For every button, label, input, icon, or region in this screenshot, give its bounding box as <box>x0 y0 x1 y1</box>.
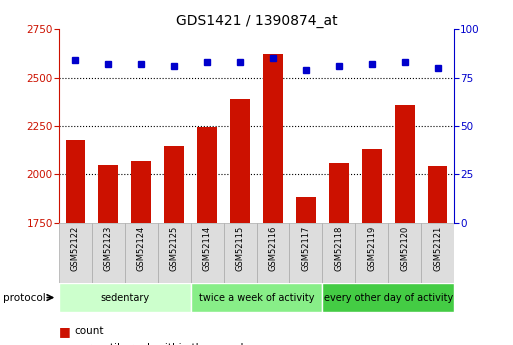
Text: GSM52117: GSM52117 <box>301 226 310 271</box>
Bar <box>224 223 256 283</box>
Bar <box>197 127 217 223</box>
Bar <box>322 283 454 312</box>
Text: GSM52118: GSM52118 <box>334 226 343 271</box>
Bar <box>125 223 158 283</box>
Text: GSM52123: GSM52123 <box>104 226 113 271</box>
Text: GSM52115: GSM52115 <box>235 226 245 271</box>
Bar <box>66 140 85 223</box>
Text: ■: ■ <box>59 325 71 338</box>
Text: sedentary: sedentary <box>100 293 149 303</box>
Bar <box>362 149 382 223</box>
Text: GSM52120: GSM52120 <box>400 226 409 271</box>
Bar <box>191 283 322 312</box>
Bar <box>92 223 125 283</box>
Bar <box>191 223 224 283</box>
Bar <box>394 105 415 223</box>
Bar <box>164 146 184 223</box>
Bar <box>256 223 289 283</box>
Text: GSM52116: GSM52116 <box>268 226 278 271</box>
Bar <box>263 55 283 223</box>
Bar <box>428 167 447 223</box>
Bar <box>388 223 421 283</box>
Bar <box>131 161 151 223</box>
Text: twice a week of activity: twice a week of activity <box>199 293 314 303</box>
Bar <box>296 197 315 223</box>
Title: GDS1421 / 1390874_at: GDS1421 / 1390874_at <box>175 14 338 28</box>
Bar <box>59 283 191 312</box>
Text: GSM52119: GSM52119 <box>367 226 376 271</box>
Bar <box>355 223 388 283</box>
Text: every other day of activity: every other day of activity <box>324 293 453 303</box>
Bar <box>59 223 92 283</box>
Bar <box>98 165 118 223</box>
Text: ■: ■ <box>59 342 71 345</box>
Text: percentile rank within the sample: percentile rank within the sample <box>74 344 250 345</box>
Text: GSM52122: GSM52122 <box>71 226 80 271</box>
Text: count: count <box>74 326 104 336</box>
Bar <box>158 223 191 283</box>
Text: protocol: protocol <box>3 293 45 303</box>
Bar <box>421 223 454 283</box>
Bar <box>230 99 250 223</box>
Bar <box>289 223 322 283</box>
Text: GSM52125: GSM52125 <box>170 226 179 271</box>
Bar <box>329 162 349 223</box>
Text: GSM52114: GSM52114 <box>203 226 212 271</box>
Bar <box>322 223 355 283</box>
Text: GSM52124: GSM52124 <box>137 226 146 271</box>
Text: GSM52121: GSM52121 <box>433 226 442 271</box>
